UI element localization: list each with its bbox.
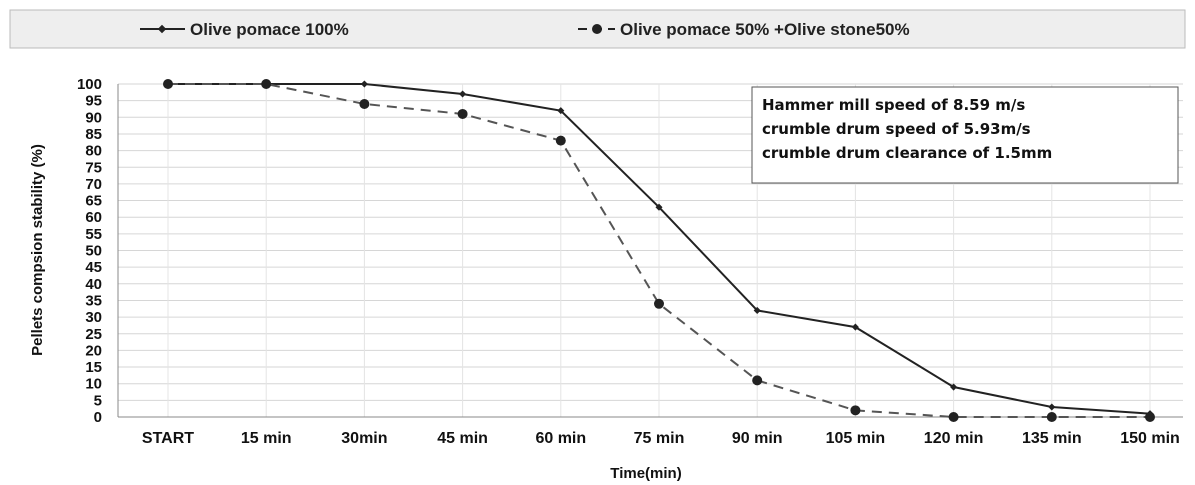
data-point-series-2	[1145, 412, 1155, 422]
annotation-line-3: crumble drum clearance of 1.5mm	[762, 144, 1052, 162]
y-tick-label: 85	[85, 126, 102, 143]
y-tick-label: 100	[77, 76, 102, 93]
y-tick-label: 30	[85, 309, 102, 326]
x-tick-label: 60 min	[535, 430, 586, 447]
x-tick-label: START	[142, 430, 194, 447]
legend-marker-series-2	[592, 24, 602, 34]
y-tick-label: 75	[85, 159, 102, 176]
annotation-line-1: Hammer mill speed of 8.59 m/s	[762, 96, 1025, 114]
data-point-series-1	[557, 107, 565, 115]
x-tick-label: 75 min	[634, 430, 685, 447]
annotation-box: Hammer mill speed of 8.59 m/s crumble dr…	[751, 86, 1179, 184]
data-point-series-2	[654, 298, 664, 309]
y-tick-label: 90	[85, 109, 102, 126]
x-tick-label: 15 min	[241, 430, 292, 447]
data-point-series-2	[850, 405, 861, 416]
x-tick-label: 30min	[341, 430, 387, 447]
y-tick-label: 20	[85, 342, 102, 359]
y-tick-label: 55	[85, 226, 102, 243]
legend-label-series-1: Olive pomace 100%	[190, 20, 349, 39]
series-layer	[163, 79, 1155, 422]
x-tick-labels: START 15 min 30min 45 min 60 min 75 min 90 min…	[142, 430, 1180, 447]
data-point-series-1	[459, 90, 467, 98]
y-tick-label: 70	[85, 176, 102, 193]
series-2	[163, 79, 1155, 422]
x-tick-label: 45 min	[437, 430, 488, 447]
annotation-frame	[751, 86, 1179, 184]
data-point-series-2	[261, 79, 272, 89]
x-axis-title: Time(min)	[610, 465, 681, 482]
y-tick-label: 95	[85, 93, 102, 110]
x-tick-label: 120 min	[924, 430, 984, 447]
y-tick-label: 35	[85, 292, 102, 309]
y-tick-label: 40	[85, 276, 102, 293]
y-tick-label: 45	[85, 259, 102, 276]
data-point-series-1	[950, 383, 958, 391]
x-tick-label: 150 min	[1120, 430, 1180, 447]
legend: Olive pomace 100% Olive pomace 50% +Oliv…	[9, 9, 1186, 49]
y-axis-title: Pellets compsion stability (%)	[29, 144, 46, 356]
data-point-series-1	[655, 203, 663, 211]
y-tick-label: 0	[94, 409, 102, 426]
data-point-series-2	[457, 108, 468, 119]
x-tick-label: 135 min	[1022, 430, 1082, 447]
x-tick-label: 90 min	[732, 430, 783, 447]
annotation-line-2: crumble drum speed of 5.93m/s	[762, 120, 1031, 138]
data-point-series-1	[1048, 403, 1056, 411]
y-tick-label: 50	[85, 243, 102, 260]
data-point-series-2	[555, 135, 566, 146]
legend-item-series-2: Olive pomace 50% +Olive stone50%	[578, 20, 910, 39]
y-tick-label: 65	[85, 193, 102, 210]
data-point-series-2	[1046, 412, 1057, 422]
y-tick-label: 25	[85, 326, 102, 343]
data-point-series-2	[948, 412, 959, 422]
y-tick-label: 15	[85, 359, 102, 376]
data-point-series-2	[163, 79, 173, 89]
data-point-series-2	[359, 98, 370, 109]
data-point-series-2	[752, 375, 763, 386]
data-point-series-1	[753, 306, 761, 314]
data-point-series-1	[360, 80, 368, 88]
y-tick-label: 80	[85, 143, 102, 160]
y-tick-label: 5	[94, 392, 102, 409]
data-point-series-1	[851, 323, 859, 331]
legend-label-series-2: Olive pomace 50% +Olive stone50%	[620, 20, 910, 39]
y-tick-label: 10	[85, 376, 102, 393]
y-tick-labels: 0510152025303540455055606570758085909510…	[77, 76, 102, 426]
x-tick-label: 105 min	[826, 430, 886, 447]
y-tick-label: 60	[85, 209, 102, 226]
